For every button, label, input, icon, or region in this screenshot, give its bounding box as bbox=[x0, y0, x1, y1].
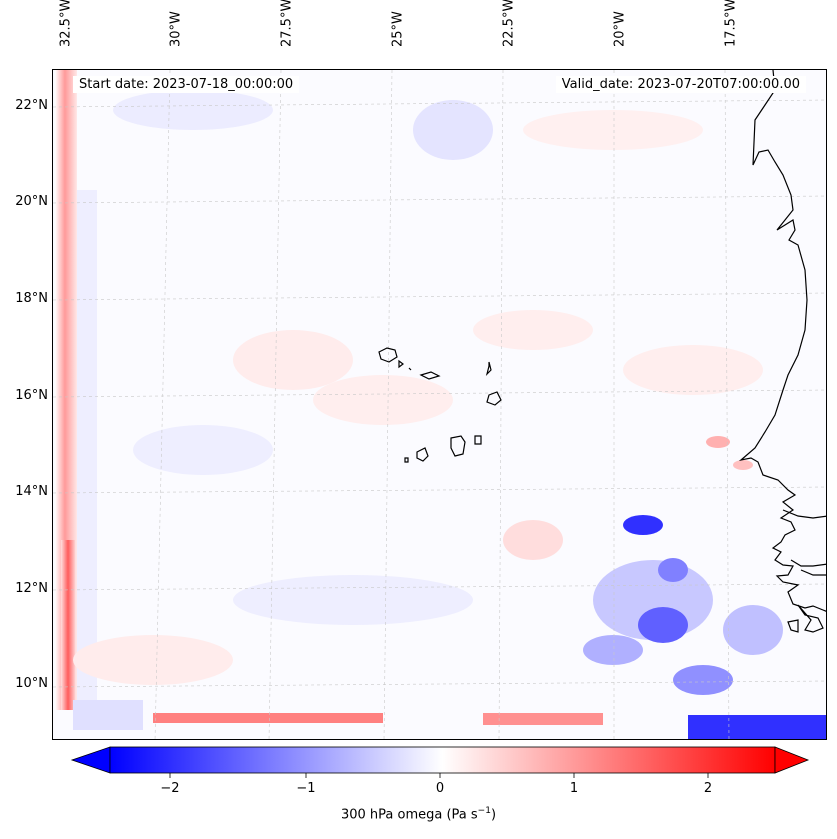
lat-label: 20°N bbox=[15, 194, 48, 209]
lat-label: 18°N bbox=[15, 291, 48, 306]
lat-label: 16°N bbox=[15, 388, 48, 403]
colorbar-tick-label: −2 bbox=[160, 781, 180, 796]
colorbar-body bbox=[109, 746, 776, 774]
colorbar-tick-label: −1 bbox=[296, 781, 316, 796]
lat-label: 10°N bbox=[15, 676, 48, 691]
colorbar bbox=[70, 746, 810, 778]
coastlines bbox=[378, 70, 826, 633]
colorbar-label: 300 hPa omega (Pa s−1) bbox=[340, 806, 497, 823]
lon-label: 22.5°W bbox=[501, 0, 517, 47]
valid-date-label: Valid_date: 2023-07-20T07:00:00.00 bbox=[555, 76, 806, 93]
lon-label: 20°W bbox=[612, 11, 628, 47]
colorbar-tick-label: 0 bbox=[435, 781, 445, 796]
colorbar-tick-label: 1 bbox=[569, 781, 579, 796]
lat-label: 14°N bbox=[15, 484, 48, 499]
omega-field bbox=[53, 70, 826, 739]
gridlines bbox=[53, 70, 826, 739]
colorbar-extend-max bbox=[774, 746, 810, 774]
lon-label: 25°W bbox=[390, 11, 406, 47]
lon-label: 30°W bbox=[168, 11, 184, 47]
lon-label: 17.5°W bbox=[723, 0, 739, 47]
map-panel[interactable] bbox=[52, 69, 827, 740]
colorbar-tick-label: 2 bbox=[703, 781, 713, 796]
lat-label: 22°N bbox=[15, 98, 48, 113]
lon-label: 32.5°W bbox=[58, 0, 74, 47]
lon-label: 27.5°W bbox=[279, 0, 295, 47]
lat-label: 12°N bbox=[15, 581, 48, 596]
start-date-label: Start date: 2023-07-18_00:00:00 bbox=[73, 76, 300, 93]
colorbar-extend-min bbox=[70, 746, 111, 774]
